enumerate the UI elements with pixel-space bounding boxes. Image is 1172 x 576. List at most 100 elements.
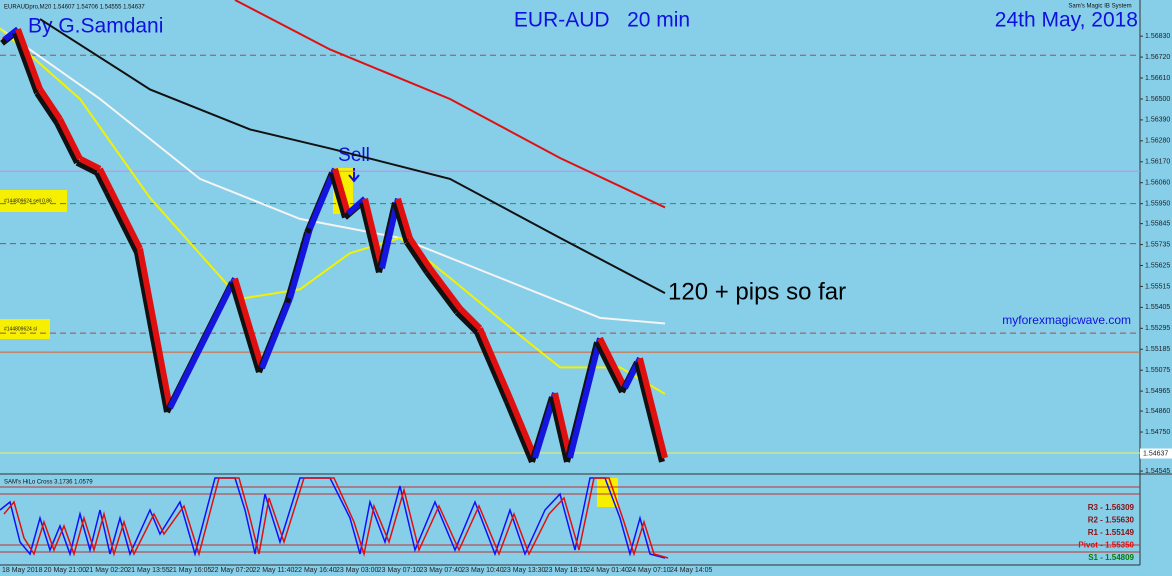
y-tick-label: 1.56280 [1145, 138, 1170, 145]
oscillator-line [3, 477, 669, 559]
y-tick-label: 1.55625 [1145, 262, 1170, 269]
y-tick-label: 1.54750 [1145, 429, 1170, 436]
y-tick-label: 1.56390 [1145, 117, 1170, 124]
price-shadow [504, 400, 535, 464]
y-tick-label: 1.55185 [1145, 346, 1170, 353]
x-tick-label: 23 May 13:30 [503, 567, 546, 574]
price-shadow [104, 191, 140, 254]
price-swing [597, 336, 628, 390]
x-tick-label: 24 May 07:10 [628, 567, 671, 574]
y-tick-label: 1.55515 [1145, 283, 1170, 290]
y-tick-label: 1.55295 [1145, 325, 1170, 332]
y-tick-label: 1.56170 [1145, 159, 1170, 166]
sell-arrow [348, 168, 360, 183]
price-swing [362, 197, 385, 270]
price-swing [332, 167, 351, 215]
x-tick-label: 21 May 13:55 [127, 567, 170, 574]
x-tick-label: 23 May 07:40 [420, 567, 463, 574]
x-tick-label: 18 May 2018 [2, 567, 43, 574]
pivot-label: R3 - 1.56309 [1088, 503, 1135, 512]
y-tick-label: 1.54545 [1145, 468, 1170, 475]
y-tick-label: 1.56610 [1145, 75, 1170, 82]
symbol-info: EURAUDpro,M20 1.54607 1.54706 1.54555 1.… [4, 5, 145, 11]
price-swing [287, 227, 313, 300]
price-swing [15, 28, 43, 91]
y-tick-label: 1.56060 [1145, 180, 1170, 187]
sl-label: #144809624 sl [4, 326, 37, 332]
price-shadow [594, 340, 625, 394]
price-swing [57, 117, 83, 161]
price-swing [167, 277, 238, 410]
price-swing [346, 196, 367, 216]
pair-title: EUR-AUD 20 min [514, 9, 690, 32]
price-swing [137, 248, 173, 409]
current-price-box [1140, 448, 1172, 459]
y-tick-label: 1.55405 [1145, 304, 1170, 311]
price-shadow [404, 240, 430, 275]
price-swing [407, 236, 433, 271]
x-tick-label: 23 May 07:10 [378, 567, 421, 574]
price-swing [427, 266, 463, 311]
author: By G.Samdani [28, 15, 163, 38]
price-shadow [392, 201, 410, 244]
price-swing [507, 396, 538, 460]
pivot-label: R2 - 1.55630 [1088, 516, 1135, 525]
price-shadow [359, 201, 382, 274]
y-tick-label: 1.54965 [1145, 388, 1170, 395]
y-tick-label: 1.54860 [1145, 408, 1170, 415]
x-tick-label: 22 May 11:40 [253, 567, 295, 574]
y-tick-label: 1.56830 [1145, 33, 1170, 40]
pivot-label: Pivot - 1.55350 [1078, 541, 1134, 550]
date: 24th May, 2018 [995, 9, 1138, 32]
x-tick-label: 22 May 07:20 [211, 567, 254, 574]
price-shadow [12, 32, 40, 95]
x-tick-label: 23 May 03:00 [336, 567, 379, 574]
website: myforexmagicwave.com [1002, 313, 1131, 327]
pips-note: 120 + pips so far [668, 278, 846, 305]
moving-average [39, 18, 666, 294]
price-shadow [329, 171, 348, 219]
price-shadow [94, 171, 110, 194]
price-shadow [424, 270, 460, 315]
x-tick-label: 22 May 16:40 [294, 567, 337, 574]
price-swing [637, 357, 668, 459]
y-tick-label: 1.56500 [1145, 96, 1170, 103]
price-swing [567, 337, 603, 459]
price-shadow [549, 396, 570, 463]
x-tick-label: 21 May 02:20 [86, 567, 129, 574]
pivot-label: S1 - 1.54809 [1088, 553, 1134, 562]
current-price: 1.54637 [1143, 450, 1168, 457]
price-shadow [474, 331, 510, 404]
x-tick-label: 21 May 16:05 [169, 567, 212, 574]
price-swing [259, 297, 293, 370]
y-tick-label: 1.55075 [1145, 367, 1170, 374]
price-shadow [34, 91, 60, 125]
system-name: Sam's Magic IB System [1068, 4, 1131, 10]
price-shadow [75, 160, 99, 176]
order-label: #144809624 sell 0.86 [4, 198, 52, 204]
price-shadow [134, 252, 170, 413]
price-swing [107, 187, 143, 250]
price-swing [552, 392, 573, 459]
price-swing [395, 197, 413, 240]
x-tick-label: 24 May 01:40 [587, 567, 630, 574]
price-shadow [54, 121, 80, 165]
price-swing [232, 277, 265, 369]
y-tick-label: 1.55950 [1145, 200, 1170, 207]
moving-average [0, 27, 666, 325]
price-swing [78, 156, 102, 172]
price-swing [457, 306, 483, 331]
price-shadow [454, 310, 480, 335]
x-tick-label: 23 May 10:40 [461, 567, 504, 574]
oscillator-line [0, 477, 666, 559]
x-tick-label: 23 May 18:15 [545, 567, 588, 574]
x-tick-label: 20 May 21:00 [44, 567, 87, 574]
y-tick-label: 1.56720 [1145, 54, 1170, 61]
x-tick-label: 24 May 14:05 [670, 567, 713, 574]
indicator-title: SAM's HiLo Cross 3.1736 1.0579 [4, 480, 93, 486]
moving-average [234, 0, 666, 209]
price-swing [477, 327, 513, 400]
